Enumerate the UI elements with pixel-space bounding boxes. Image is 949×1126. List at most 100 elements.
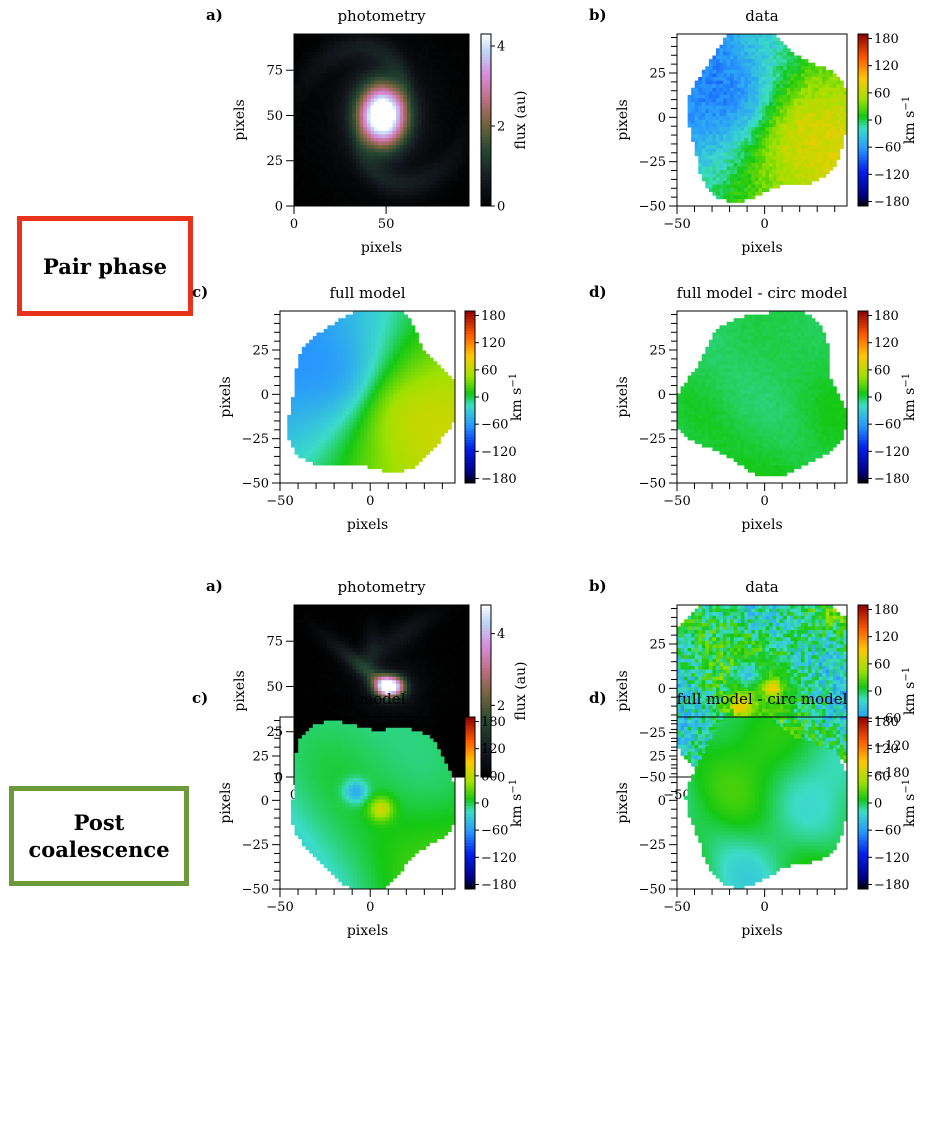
image-cell <box>815 66 820 71</box>
image-cell <box>367 314 372 319</box>
image-cell <box>465 148 470 153</box>
image-cell <box>370 116 375 121</box>
image-cell <box>432 184 437 189</box>
image-cell <box>294 400 299 405</box>
image-cell <box>316 407 321 412</box>
image-cell <box>458 98 463 103</box>
image-cell <box>447 69 452 74</box>
image-cell <box>808 120 812 124</box>
image-cell <box>425 155 430 160</box>
image-cell <box>836 137 841 142</box>
image-cell <box>331 461 336 466</box>
image-cell <box>363 457 368 462</box>
image-cell <box>776 163 781 167</box>
image-cell <box>793 69 798 74</box>
image-cell <box>414 48 419 53</box>
image-cell <box>723 166 727 171</box>
image-cell <box>414 66 419 71</box>
image-cell <box>323 112 328 117</box>
colorbar-segment <box>481 34 491 38</box>
image-cell <box>740 112 745 117</box>
image-cell <box>737 198 742 203</box>
image-cell <box>436 59 441 64</box>
image-cell <box>432 44 437 49</box>
image-cell <box>754 48 759 53</box>
image-cell <box>839 109 844 114</box>
colorbar-segment <box>481 102 491 107</box>
image-cell <box>769 37 774 42</box>
image-cell <box>355 148 361 153</box>
image-cell <box>360 407 365 412</box>
image-cell <box>708 62 713 67</box>
image-cell <box>465 41 470 46</box>
image-cell <box>762 105 766 110</box>
image-cell <box>359 55 364 60</box>
image-cell <box>337 94 342 99</box>
image-cell <box>315 94 320 99</box>
image-cell <box>436 34 441 38</box>
image-cell <box>366 37 371 42</box>
image-cell <box>316 454 321 459</box>
image-cell <box>843 91 848 96</box>
image-cell <box>708 137 713 142</box>
image-cell <box>783 48 788 53</box>
image-cell <box>783 152 788 157</box>
image-cell <box>698 91 703 96</box>
image-cell <box>790 98 795 103</box>
image-cell <box>726 80 731 85</box>
image-cell <box>320 404 325 409</box>
image-cell <box>421 116 426 121</box>
image-cell <box>388 202 393 207</box>
image-cell <box>396 159 401 164</box>
colorbar-segment <box>481 154 491 158</box>
image-cell <box>786 94 791 99</box>
image-cell <box>447 148 452 153</box>
image-cell <box>765 98 770 103</box>
image-cell <box>776 94 781 99</box>
image-cell <box>312 389 317 394</box>
image-cell <box>301 123 306 128</box>
colorbar-segment <box>481 105 491 110</box>
image-cell <box>719 48 724 53</box>
image-cell <box>747 109 752 114</box>
image-cell <box>399 59 404 64</box>
image-cell <box>414 191 419 196</box>
image-cell <box>436 48 441 53</box>
image-cell <box>352 357 357 362</box>
image-cell <box>403 44 408 49</box>
colorbar-segment <box>481 48 491 52</box>
image-cell <box>392 59 397 64</box>
image-cell <box>326 198 331 203</box>
image-cell <box>355 91 361 96</box>
image-cell <box>323 429 328 434</box>
image-cell <box>356 411 361 416</box>
image-cell <box>425 87 430 92</box>
image-cell <box>425 159 430 164</box>
image-cell <box>744 44 749 49</box>
image-cell <box>765 73 770 78</box>
image-cell <box>776 173 781 178</box>
image-cell <box>330 155 335 160</box>
image-cell <box>797 109 802 114</box>
image-cell <box>370 120 375 124</box>
image-cell <box>458 44 463 49</box>
image-cell <box>443 37 448 42</box>
image-cell <box>363 195 368 200</box>
image-cell <box>326 116 331 121</box>
image-cell <box>323 407 328 412</box>
image-cell <box>356 447 361 452</box>
image-cell <box>772 87 777 92</box>
image-cell <box>331 332 336 337</box>
image-cell <box>701 159 706 164</box>
image-cell <box>744 152 749 157</box>
image-cell <box>330 34 335 38</box>
image-cell <box>363 336 368 341</box>
image-cell <box>723 105 727 110</box>
image-cell <box>330 55 335 60</box>
image-cell <box>345 109 350 114</box>
image-cell <box>392 98 397 103</box>
image-cell <box>811 62 816 67</box>
image-cell <box>337 44 342 49</box>
image-cell <box>355 137 361 142</box>
image-cell <box>765 87 770 92</box>
